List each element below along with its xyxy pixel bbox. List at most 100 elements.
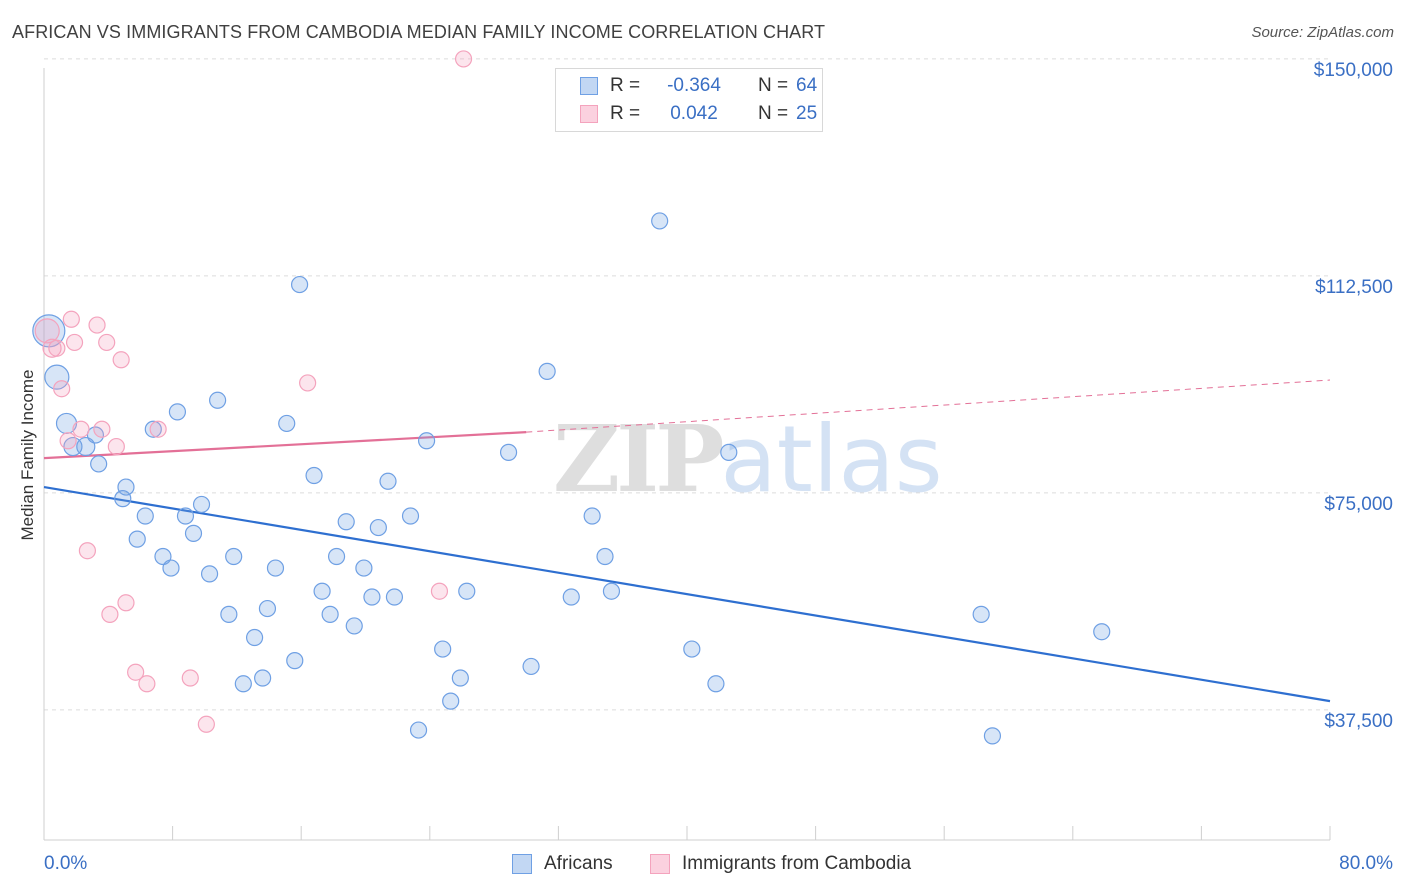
cambodia-point — [197, 715, 215, 733]
y-tick-label: $112,500 — [1315, 277, 1393, 298]
africans-point — [538, 362, 556, 380]
africans-point — [363, 588, 381, 606]
africans-point — [117, 478, 135, 496]
x-tick-label-min: 0.0% — [44, 853, 87, 874]
cambodia-point — [454, 50, 473, 68]
africans-point — [254, 669, 272, 687]
cambodia-point — [112, 351, 130, 369]
africans-point — [168, 403, 187, 421]
africans-point — [345, 617, 363, 635]
cambodia-trend-line — [43, 431, 527, 460]
cambodia-trend-extension — [526, 379, 1331, 433]
africans-point — [136, 507, 154, 525]
n-label: N = — [758, 75, 789, 96]
africans-point — [305, 466, 323, 485]
r-label: R = — [610, 75, 641, 96]
africans-legend-label: Africans — [544, 853, 613, 874]
africans-point — [321, 605, 339, 623]
cambodia-point — [299, 374, 317, 392]
africans-point — [707, 675, 725, 693]
africans-point — [266, 559, 285, 577]
watermark-atlas: atlas — [720, 406, 943, 513]
africans-point — [162, 559, 180, 577]
cambodia-point — [88, 316, 106, 334]
tick-labels: $37,500 $75,000 $112,500 $150,000 0.0% 80.0% — [44, 60, 1393, 874]
africans-point — [602, 582, 621, 600]
africans-trend-line — [43, 485, 1331, 703]
africans-point — [44, 364, 70, 390]
africans-point — [176, 507, 195, 525]
n-value: 25 — [796, 103, 818, 124]
africans-point — [258, 599, 277, 618]
cambodia-point — [107, 437, 125, 456]
africans-point — [209, 391, 227, 409]
correlation-legend: R = -0.364 N = 64 R = 0.042 N = 25 — [555, 68, 823, 132]
cambodia-point — [53, 380, 71, 398]
cambodia-point — [117, 594, 135, 612]
cambodia-point — [127, 663, 145, 681]
africans-point — [522, 657, 540, 676]
cambodia-point — [98, 333, 116, 352]
watermark-zip: ZIP — [553, 405, 724, 513]
africans-point — [499, 443, 518, 461]
cambodia-point — [62, 310, 80, 328]
source-label: Source: ZipAtlas.com — [1251, 24, 1394, 41]
cambodia-point — [149, 420, 167, 438]
cambodia-point — [65, 333, 84, 352]
africans-point — [144, 420, 162, 438]
cambodia-point — [78, 542, 97, 560]
africans-swatch — [580, 77, 598, 95]
cambodia-point — [34, 318, 60, 344]
n-label: N = — [758, 103, 789, 124]
africans-point — [683, 640, 701, 658]
cambodia-point — [93, 420, 111, 438]
africans-point — [417, 432, 436, 450]
r-label: R = — [610, 103, 641, 124]
africans-point — [651, 212, 669, 230]
africans-point — [290, 275, 309, 294]
gridlines — [44, 58, 1330, 711]
cambodia-legend-swatch — [650, 854, 670, 874]
africans-point — [192, 495, 211, 514]
watermark: ZIPatlas — [553, 405, 943, 513]
africans-point — [583, 507, 601, 525]
africans-point — [720, 443, 738, 461]
africans-point — [596, 547, 614, 566]
chart-title: AFRICAN VS IMMIGRANTS FROM CAMBODIA MEDI… — [12, 22, 826, 42]
y-tick-label: $37,500 — [1324, 711, 1393, 732]
africans-point — [1093, 623, 1111, 641]
africans-point — [234, 675, 252, 693]
africans-point — [379, 472, 397, 490]
africans-point — [225, 547, 243, 566]
cambodia-point — [48, 339, 66, 357]
r-value: -0.364 — [667, 75, 721, 96]
africans-point — [434, 640, 452, 658]
africans-legend-swatch — [512, 854, 532, 874]
africans-point — [86, 426, 105, 444]
cambodia-legend-label: Immigrants from Cambodia — [682, 853, 912, 874]
africans-point — [355, 559, 373, 577]
africans-point — [90, 455, 108, 473]
cambodia-point — [72, 420, 90, 438]
y-tick-label: $150,000 — [1314, 60, 1393, 81]
trend-lines — [43, 379, 1331, 703]
africans-point — [327, 547, 346, 566]
axes — [43, 68, 1331, 841]
africans-point — [128, 530, 146, 548]
cambodia-swatch — [580, 105, 598, 123]
r-value: 0.042 — [670, 103, 718, 124]
africans-point — [401, 507, 420, 525]
africans-point — [972, 605, 990, 623]
x-tick-label-max: 80.0% — [1339, 853, 1393, 874]
africans-point — [313, 582, 331, 600]
africans-point — [409, 721, 428, 739]
africans-point — [451, 669, 469, 687]
africans-point — [278, 414, 296, 433]
cambodia-point — [42, 338, 62, 358]
africans-point — [442, 692, 460, 710]
africans-point — [562, 588, 580, 606]
cambodia-point — [138, 675, 156, 693]
cambodia-point — [430, 582, 449, 600]
africans-point — [983, 727, 1002, 745]
